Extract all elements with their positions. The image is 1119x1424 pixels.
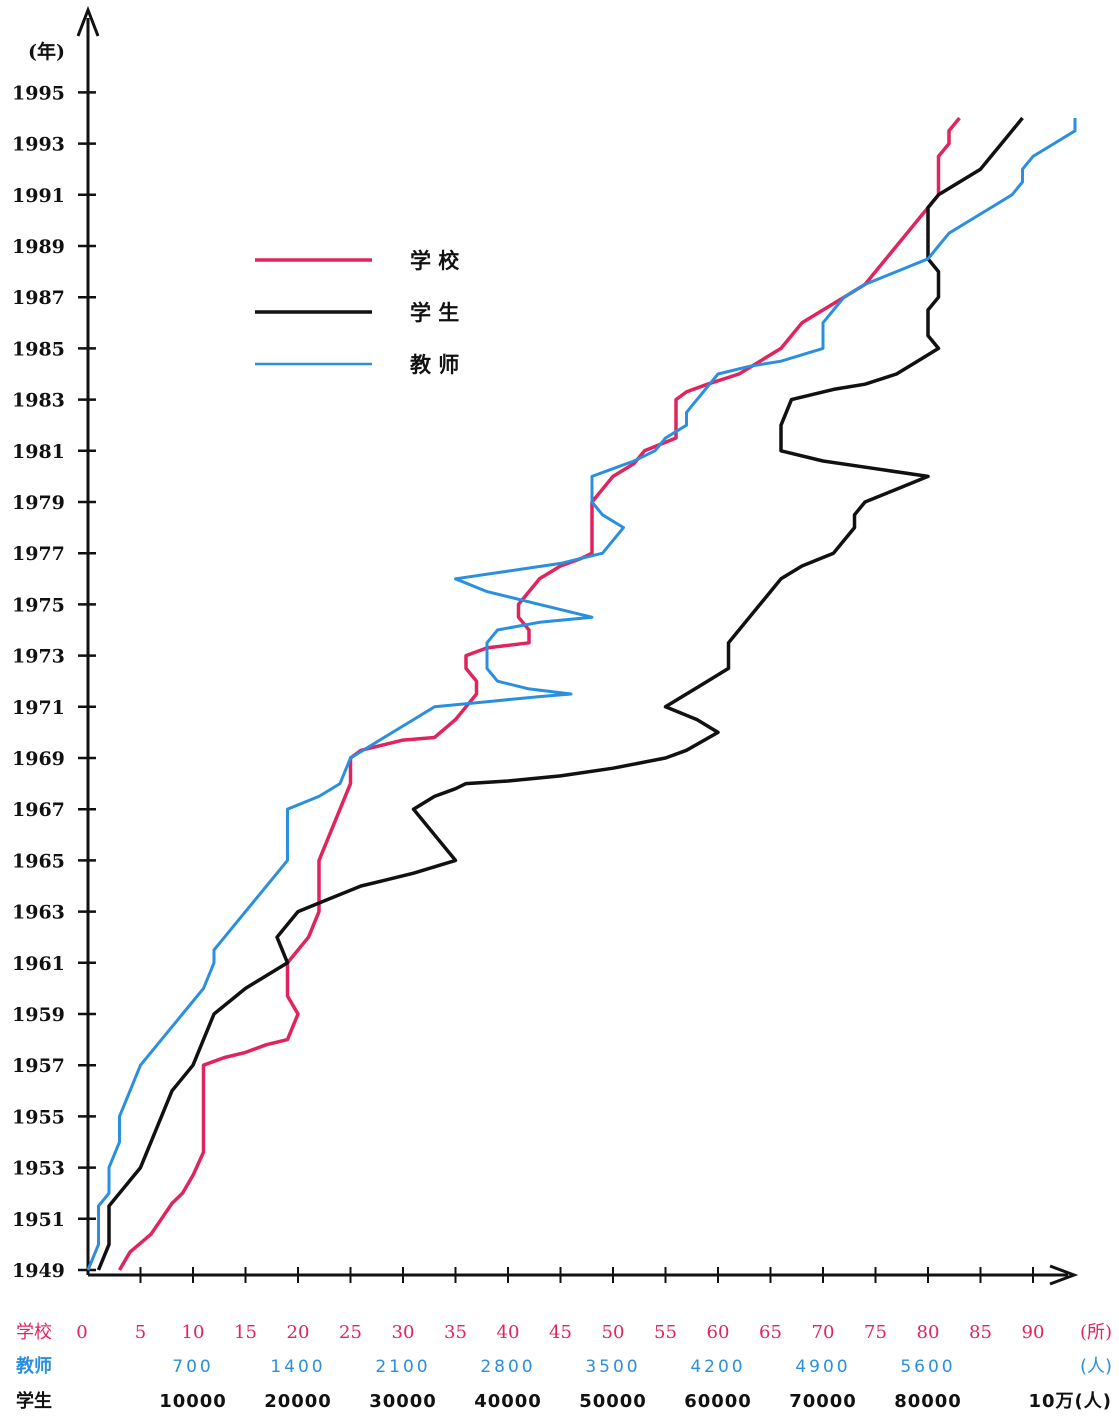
y-tick-label: 1991	[12, 185, 65, 207]
x-tick-label: 80000	[894, 1391, 962, 1412]
x-tick-label: 30	[392, 1322, 415, 1343]
x-tick-label: 70	[812, 1322, 835, 1343]
x-tick-label: 60	[707, 1322, 730, 1343]
y-tick-label: 1981	[12, 441, 65, 463]
x-tick-label: 55	[654, 1322, 677, 1343]
x-tick-label: 4200	[690, 1357, 745, 1377]
x-tick-label: 65	[759, 1322, 782, 1343]
x-tick-label: 75	[864, 1322, 887, 1343]
y-tick-label: 1967	[12, 799, 65, 821]
x-tick-label: 25	[339, 1322, 362, 1343]
legend-label: 教 师	[410, 353, 459, 377]
y-tick-label: 1963	[12, 902, 65, 924]
y-tick-label: 1987	[12, 287, 65, 309]
x-tick-label: 5600	[900, 1357, 955, 1377]
x-tick-label: 35	[444, 1322, 467, 1343]
series-line-school	[117, 116, 961, 1271]
y-tick-label: 1973	[12, 646, 65, 668]
x-tick-label: 30000	[369, 1391, 437, 1412]
y-tick-label: 1949	[12, 1260, 65, 1282]
legend-label: 学 校	[410, 249, 460, 273]
x-tick-label: 4900	[795, 1357, 850, 1377]
x-tick-label: 40000	[474, 1391, 542, 1412]
series-line-student	[96, 116, 1024, 1271]
y-tick-label: 1995	[12, 82, 65, 104]
x-tick-label: 1400	[270, 1357, 325, 1377]
y-tick-label: 1969	[12, 748, 65, 770]
y-ticks: 1949 1951 1953 1955 1957 1959 1961 1963 1965 1967…	[12, 82, 96, 1282]
x-tick-label: 2800	[480, 1357, 535, 1377]
x-tick-label: 700	[172, 1357, 213, 1377]
y-tick-label: 1975	[12, 594, 65, 616]
x-tick-label: 90	[1022, 1322, 1045, 1343]
y-axis-label: (年)	[28, 40, 65, 63]
x-tick-label: 15	[234, 1322, 257, 1343]
x-tick-label: 20000	[264, 1391, 332, 1412]
x-tick-label: 70000	[789, 1391, 857, 1412]
y-tick-label: 1971	[12, 697, 65, 719]
y-tick-label: 1989	[12, 236, 65, 258]
y-tick-label: 1993	[12, 134, 65, 156]
x-axis-unit-1: (人)	[1080, 1356, 1112, 1377]
y-tick-label: 1951	[12, 1209, 65, 1231]
x-tick-label: 40	[497, 1322, 520, 1343]
y-axis-arrow	[76, 5, 100, 37]
y-tick-label: 1979	[12, 492, 65, 514]
x-tick-label: 10000	[159, 1391, 227, 1412]
series-line-teacher	[86, 118, 1077, 1271]
x-tick-label: 80	[917, 1322, 940, 1343]
y-tick-label: 1983	[12, 390, 65, 412]
x-axis-name-0: 学校	[16, 1322, 52, 1343]
y-tick-label: 1959	[12, 1004, 65, 1026]
x-tick-label: 3500	[585, 1357, 640, 1377]
x-ticks: 学校 0 5 10 15 20 25 30 35 40 45 50 55 60 65 70 75 80 85 90 (所…	[16, 1267, 1112, 1412]
x-axis-unit-0: (所)	[1080, 1322, 1112, 1343]
x-axis-arrow	[1049, 1264, 1079, 1286]
x-axis-unit-2: 10万(人)	[1028, 1391, 1112, 1412]
x-tick-label: 60000	[684, 1391, 752, 1412]
y-tick-label: 1977	[12, 543, 65, 565]
chart-axes	[76, 5, 1079, 1286]
y-tick-label: 1965	[12, 850, 65, 872]
chart-legend: 学 校学 生教 师	[255, 249, 460, 377]
y-tick-label: 1953	[12, 1158, 65, 1180]
legend-label: 学 生	[410, 301, 459, 325]
x-tick-label: 2100	[375, 1357, 430, 1377]
x-tick-label: 5	[135, 1322, 146, 1343]
x-axis-name-2: 学生	[16, 1390, 52, 1412]
series-lines	[86, 116, 1077, 1271]
y-tick-label: 1957	[12, 1055, 65, 1077]
y-tick-label: 1955	[12, 1106, 65, 1128]
x-tick-label: 20	[287, 1322, 310, 1343]
y-tick-label: 1985	[12, 338, 65, 360]
x-tick-label: 85	[969, 1322, 992, 1343]
x-tick-label: 10	[182, 1322, 205, 1343]
x-axis-name-1: 教师	[16, 1355, 52, 1377]
x-tick-label: 45	[549, 1322, 572, 1343]
x-tick-label: 0	[76, 1322, 87, 1343]
x-tick-label: 50	[602, 1322, 625, 1343]
y-tick-label: 1961	[12, 953, 65, 975]
x-tick-label: 50000	[579, 1391, 647, 1412]
